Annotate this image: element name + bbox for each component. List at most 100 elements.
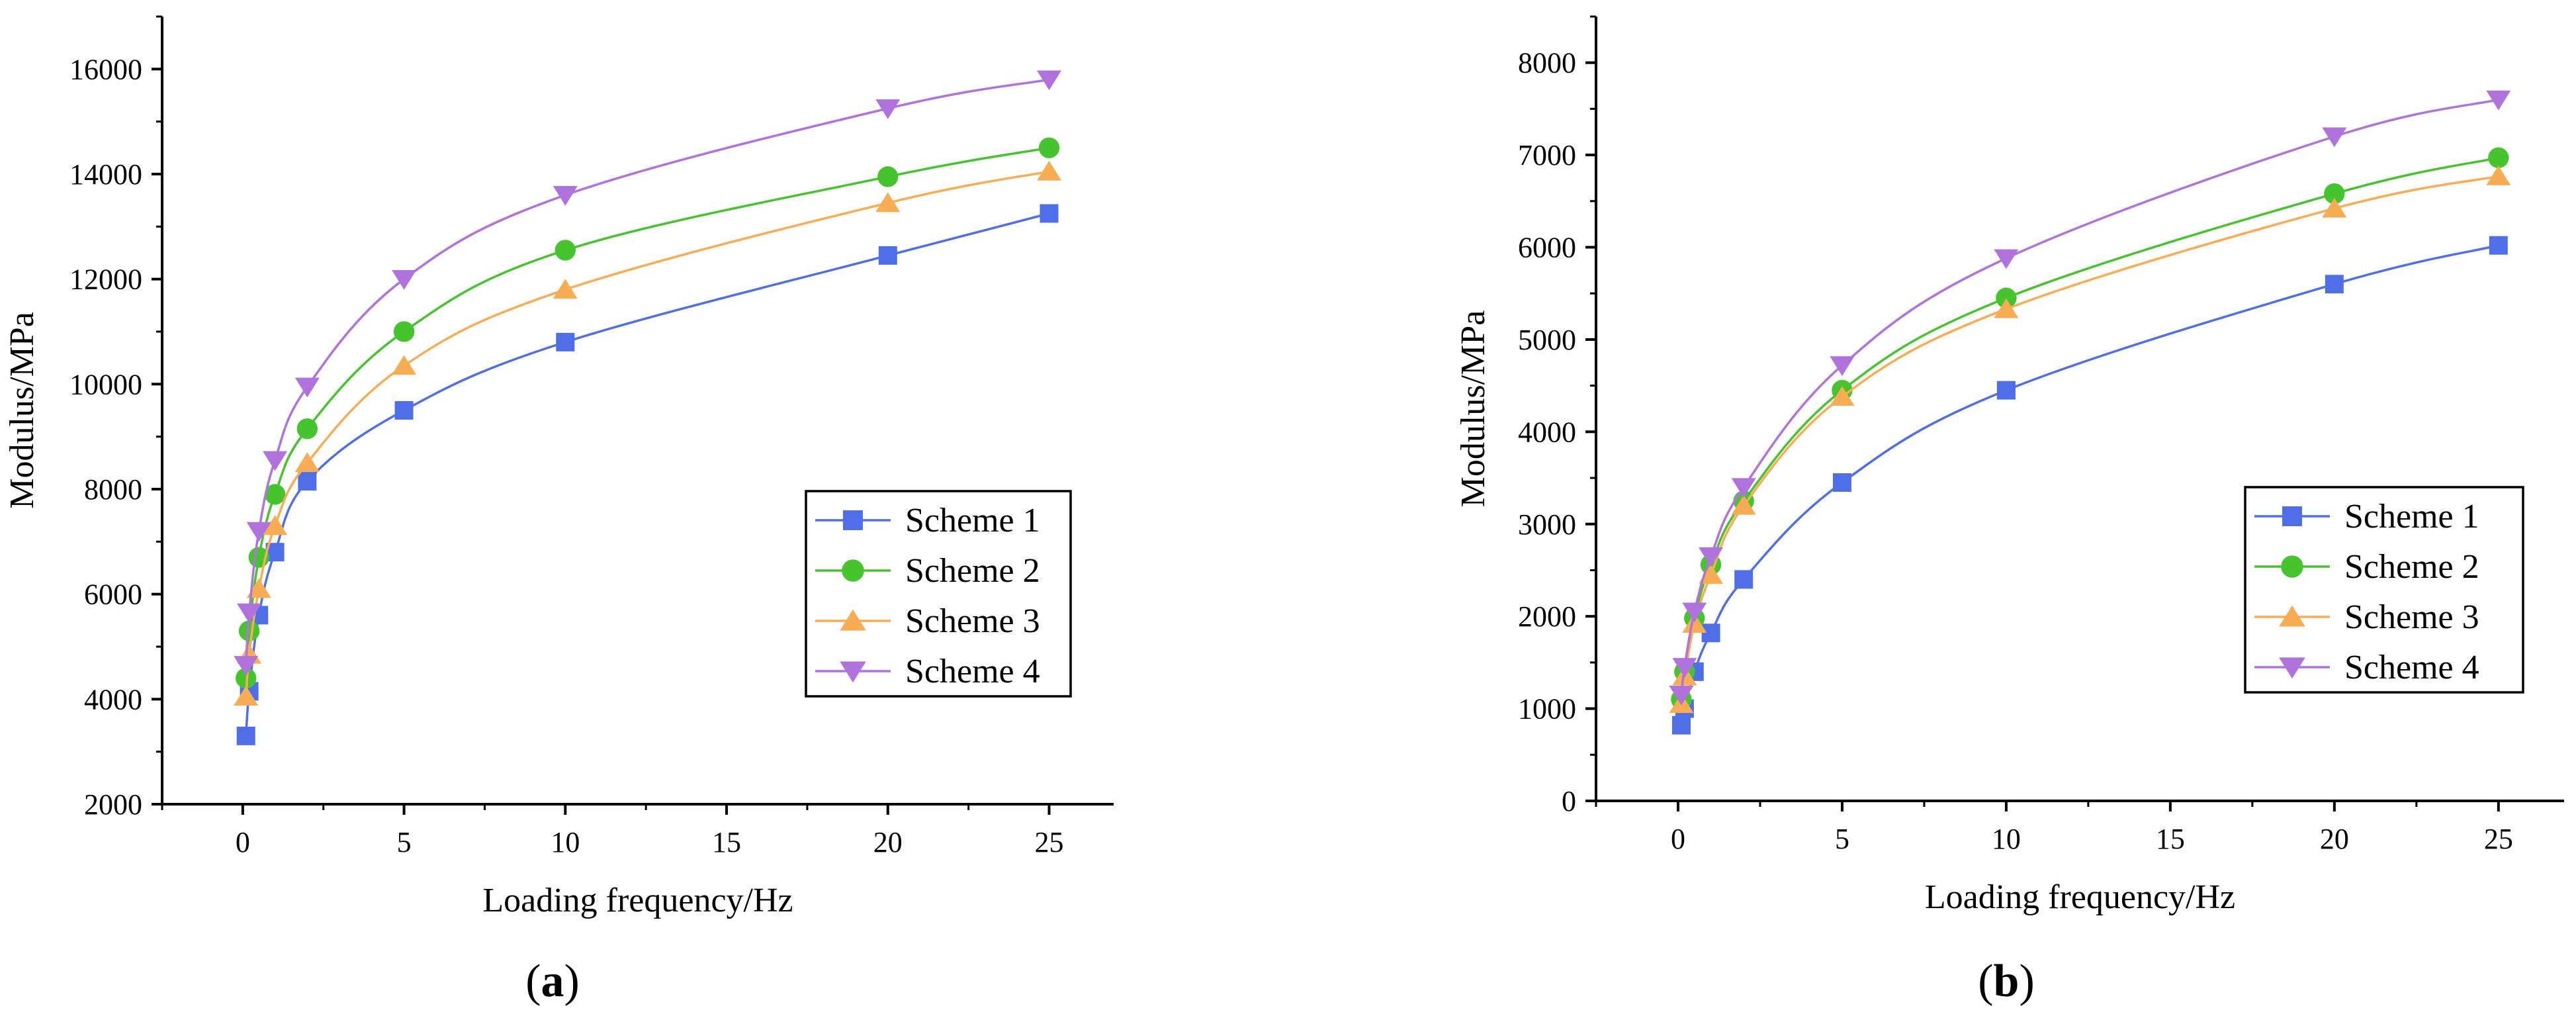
data-point	[1996, 381, 2016, 400]
y-tick-label: 8000	[1518, 47, 1576, 79]
legend-marker	[843, 510, 863, 530]
legend-item-3: Scheme 3	[815, 602, 1040, 640]
data-point	[1731, 478, 1756, 498]
y-tick-label: 6000	[84, 578, 142, 611]
data-point	[1830, 356, 1855, 377]
series-3	[1669, 165, 2511, 714]
data-point	[555, 240, 576, 261]
data-point	[392, 355, 417, 375]
legend-item-1: Scheme 1	[815, 502, 1040, 539]
data-point	[2486, 165, 2511, 185]
series-line	[244, 78, 1049, 665]
data-point	[234, 656, 259, 676]
y-tick-label: 4000	[1518, 416, 1576, 448]
x-tick-label: 10	[551, 826, 580, 858]
data-point	[263, 451, 288, 471]
data-point	[1994, 298, 2019, 318]
data-point	[1731, 494, 1756, 515]
data-point	[1672, 658, 1697, 678]
y-tick-label: 8000	[84, 473, 142, 506]
legend-label: Scheme 1	[2344, 498, 2479, 535]
panel-label: (b)	[1978, 956, 2035, 1007]
x-tick-label: 15	[2156, 823, 2185, 855]
x-tick-label: 0	[1671, 823, 1685, 855]
y-tick-label: 3000	[1518, 508, 1576, 541]
data-point	[1994, 249, 2019, 269]
legend-item-2: Scheme 2	[815, 552, 1040, 590]
y-tick-label: 16000	[69, 53, 142, 85]
data-point	[1734, 570, 1754, 589]
data-point	[875, 99, 901, 119]
data-point	[237, 603, 262, 623]
data-point	[1036, 160, 1062, 181]
data-point	[264, 484, 286, 505]
legend-item-3: Scheme 3	[2254, 598, 2479, 636]
x-tick-label: 5	[397, 826, 412, 858]
data-point	[2322, 197, 2347, 218]
x-axis-label: Loading frequency/Hz	[482, 882, 793, 919]
data-point	[238, 620, 260, 641]
legend-marker	[2279, 605, 2305, 627]
x-tick-label: 10	[1992, 823, 2021, 855]
legend: Scheme 1 Scheme 2 Scheme 3 Scheme 4	[805, 490, 1072, 698]
data-point	[1040, 204, 1059, 223]
y-axis-label: Modulus/MPa	[3, 312, 41, 509]
y-tick-label: 10000	[69, 368, 142, 400]
legend-label: Scheme 2	[905, 552, 1040, 590]
y-tick-label: 0	[1562, 785, 1576, 817]
y-tick-label: 14000	[69, 158, 142, 191]
y-tick-label: 2000	[1518, 600, 1576, 633]
legend-label: Scheme 3	[2344, 598, 2479, 636]
data-point	[1671, 716, 1691, 735]
series-4	[1669, 90, 2511, 706]
data-point	[1038, 137, 1060, 159]
panel-label: (a)	[525, 956, 580, 1007]
data-point	[1699, 547, 1724, 567]
data-point	[234, 686, 259, 706]
data-point	[298, 472, 317, 491]
legend-label: Scheme 2	[2344, 548, 2479, 586]
axes: 0 5 10 15 20 25 0 1000 2000 3000 4000 5000 6000 7000 8…	[1518, 15, 2564, 855]
data-point	[1701, 623, 1720, 643]
panel-letter: b	[1994, 956, 2020, 1007]
data-point	[2325, 275, 2344, 294]
data-point	[392, 269, 417, 290]
data-point	[294, 452, 320, 473]
y-tick-label: 7000	[1518, 139, 1576, 171]
data-point	[1669, 685, 1694, 706]
data-point	[2489, 236, 2508, 255]
data-point	[556, 332, 575, 351]
data-point	[2488, 147, 2509, 168]
y-tick-label: 4000	[84, 683, 142, 716]
legend-marker	[840, 661, 866, 683]
data-point	[878, 246, 897, 265]
legend-item-4: Scheme 4	[815, 653, 1040, 690]
legend-label: Scheme 3	[905, 602, 1040, 640]
legend-item-1: Scheme 1	[2254, 498, 2479, 535]
x-tick-label: 5	[1835, 823, 1849, 855]
data-point	[1996, 287, 2017, 308]
data-point	[1699, 564, 1724, 584]
y-tick-label: 1000	[1518, 693, 1576, 725]
y-axis-label: Modulus/MPa	[1454, 310, 1492, 508]
series-1	[1671, 236, 2508, 735]
data-point	[263, 515, 288, 535]
chart-panel-a: 0 5 10 15 20 25 2000 4000 6000 8000 10000 12000 1400…	[3, 15, 1114, 1007]
legend: Scheme 1 Scheme 2 Scheme 3 Scheme 4	[2244, 486, 2524, 694]
y-tick-label: 2000	[84, 788, 142, 821]
x-axis-label: Loading frequency/Hz	[1925, 878, 2235, 916]
legend-label: Scheme 4	[2344, 649, 2479, 686]
x-tick-label: 25	[2484, 823, 2513, 855]
data-point	[875, 192, 901, 212]
data-point	[2486, 90, 2511, 111]
data-point	[246, 522, 271, 542]
panel-letter: a	[541, 956, 564, 1007]
y-tick-label: 5000	[1518, 324, 1576, 356]
data-point	[296, 418, 318, 439]
chart-panel-b: 0 5 10 15 20 25 0 1000 2000 3000 4000 5000 6000 7000 8…	[1454, 15, 2564, 1007]
legend-marker	[842, 559, 864, 582]
legend-marker	[840, 609, 866, 631]
legend-item-2: Scheme 2	[2254, 548, 2479, 586]
x-tick-label: 20	[2320, 823, 2349, 855]
series-2	[236, 137, 1060, 689]
